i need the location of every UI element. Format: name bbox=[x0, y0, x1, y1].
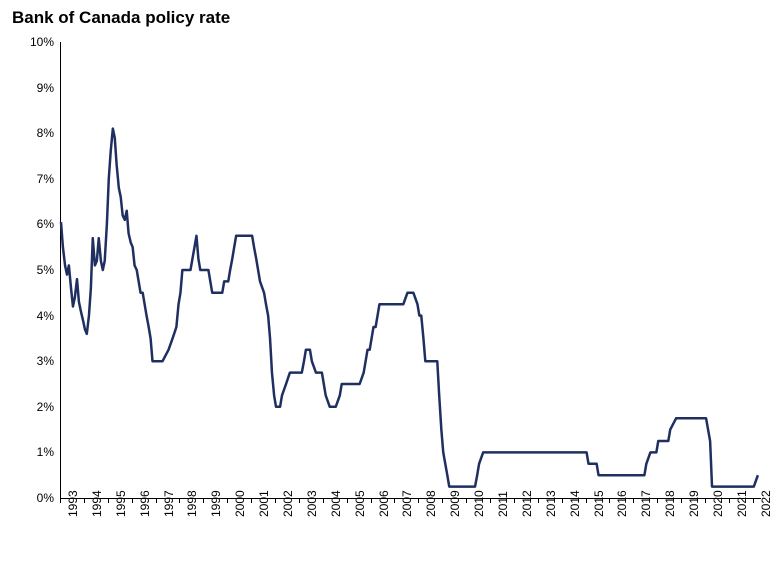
x-tick-mark bbox=[394, 498, 395, 503]
y-tick-label: 1% bbox=[14, 445, 54, 459]
x-tick-label: 2018 bbox=[663, 507, 677, 517]
x-tick-label: 2005 bbox=[353, 507, 367, 517]
x-tick-mark bbox=[466, 498, 467, 503]
x-tick-label: 2001 bbox=[257, 507, 271, 517]
x-tick-label: 2004 bbox=[329, 507, 343, 517]
y-tick-label: 3% bbox=[14, 354, 54, 368]
x-tick-mark bbox=[203, 498, 204, 503]
x-tick-label: 2002 bbox=[281, 507, 295, 517]
x-tick-label: 1994 bbox=[90, 507, 104, 517]
x-tick-mark bbox=[514, 498, 515, 503]
x-tick-mark bbox=[108, 498, 109, 503]
x-tick-label: 2014 bbox=[568, 507, 582, 517]
x-tick-mark bbox=[84, 498, 85, 503]
y-tick-label: 7% bbox=[14, 172, 54, 186]
x-tick-mark bbox=[705, 498, 706, 503]
x-tick-mark bbox=[251, 498, 252, 503]
x-tick-mark bbox=[442, 498, 443, 503]
x-tick-label: 1999 bbox=[209, 507, 223, 517]
y-tick-label: 8% bbox=[14, 126, 54, 140]
x-tick-label: 2021 bbox=[735, 507, 749, 517]
x-tick-label: 2006 bbox=[377, 507, 391, 517]
x-tick-mark bbox=[323, 498, 324, 503]
y-tick-label: 2% bbox=[14, 400, 54, 414]
plot-area bbox=[60, 42, 761, 499]
y-tick-label: 0% bbox=[14, 491, 54, 505]
x-tick-label: 2019 bbox=[687, 507, 701, 517]
policy-rate-line bbox=[61, 129, 758, 487]
x-tick-mark bbox=[681, 498, 682, 503]
x-tick-mark bbox=[60, 498, 61, 503]
line-series bbox=[61, 42, 761, 498]
x-tick-label: 2008 bbox=[424, 507, 438, 517]
x-tick-mark bbox=[609, 498, 610, 503]
x-tick-mark bbox=[347, 498, 348, 503]
x-tick-label: 2012 bbox=[520, 507, 534, 517]
y-tick-label: 6% bbox=[14, 217, 54, 231]
x-tick-label: 2007 bbox=[400, 507, 414, 517]
y-tick-label: 5% bbox=[14, 263, 54, 277]
x-tick-mark bbox=[156, 498, 157, 503]
x-tick-label: 2003 bbox=[305, 507, 319, 517]
x-tick-mark bbox=[179, 498, 180, 503]
chart-title: Bank of Canada policy rate bbox=[12, 8, 230, 28]
x-tick-label: 1995 bbox=[114, 507, 128, 517]
chart-container: Bank of Canada policy rate 0% 1% 2% 3% 4% 5% 6… bbox=[0, 0, 781, 561]
x-tick-label: 1996 bbox=[138, 507, 152, 517]
x-tick-mark bbox=[227, 498, 228, 503]
x-tick-mark bbox=[418, 498, 419, 503]
x-tick-mark bbox=[299, 498, 300, 503]
x-tick-mark bbox=[729, 498, 730, 503]
x-tick-mark bbox=[132, 498, 133, 503]
x-tick-label: 2016 bbox=[615, 507, 629, 517]
x-tick-label: 2000 bbox=[233, 507, 247, 517]
y-tick-label: 4% bbox=[14, 309, 54, 323]
x-tick-mark bbox=[657, 498, 658, 503]
x-tick-mark bbox=[371, 498, 372, 503]
x-tick-mark bbox=[633, 498, 634, 503]
x-tick-label: 2022 bbox=[759, 507, 773, 517]
x-tick-mark bbox=[490, 498, 491, 503]
x-tick-mark bbox=[562, 498, 563, 503]
y-tick-label: 9% bbox=[14, 81, 54, 95]
x-tick-label: 2010 bbox=[472, 507, 486, 517]
x-tick-mark bbox=[275, 498, 276, 503]
x-tick-mark bbox=[753, 498, 754, 503]
x-tick-label: 1997 bbox=[162, 507, 176, 517]
x-tick-label: 1998 bbox=[185, 507, 199, 517]
x-tick-label: 2011 bbox=[496, 507, 510, 517]
y-tick-label: 10% bbox=[14, 35, 54, 49]
x-tick-label: 2017 bbox=[639, 507, 653, 517]
x-tick-mark bbox=[586, 498, 587, 503]
x-tick-mark bbox=[538, 498, 539, 503]
x-tick-label: 2020 bbox=[711, 507, 725, 517]
x-tick-label: 1993 bbox=[66, 507, 80, 517]
x-tick-label: 2013 bbox=[544, 507, 558, 517]
x-tick-label: 2015 bbox=[592, 507, 606, 517]
x-tick-label: 2009 bbox=[448, 507, 462, 517]
